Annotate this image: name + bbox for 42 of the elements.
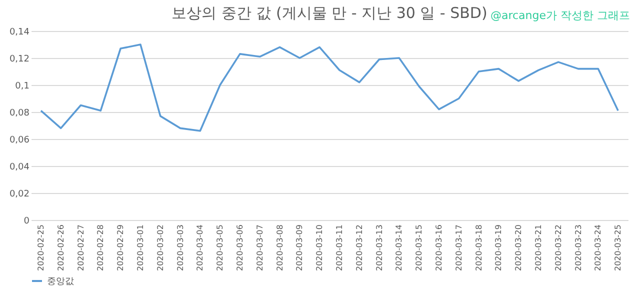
x-tick-label: 2020-03-17 <box>454 224 464 271</box>
x-tick-label: 2020-03-06 <box>235 224 244 271</box>
x-tick-label: 2020-03-21 <box>534 224 543 271</box>
y-tick-label: 0,12 <box>9 54 30 64</box>
x-tick-label: 2020-03-03 <box>176 224 185 271</box>
x-tick-label: 2020-03-14 <box>394 224 404 271</box>
x-tick-label: 2020-03-05 <box>216 224 225 271</box>
x-tick-label: 2020-03-08 <box>275 224 284 271</box>
y-tick-label: 0,06 <box>9 136 30 146</box>
x-tick-label: 2020-03-20 <box>514 224 524 271</box>
x-tick-label: 2020-03-24 <box>594 224 603 271</box>
x-tick-label: 2020-03-11 <box>334 224 344 271</box>
x-tick-label: 2020-03-04 <box>196 224 205 271</box>
line-series <box>40 44 619 132</box>
y-tick-label: 0,1 <box>15 82 30 92</box>
text: @arcange가 작성한 그래프 <box>490 8 630 23</box>
x-tick-label: 2020-03-23 <box>574 224 583 271</box>
x-tick-label: 2020-03-10 <box>315 224 324 271</box>
chart-title: 보상의 중간 값 (게시물 만 - 지난 30 일 - SBD) <box>172 4 488 22</box>
x-tick-label: 2020-03-16 <box>434 224 444 271</box>
x-tick-label: 2020-03-19 <box>494 224 504 271</box>
x-tick-label: 2020-03-01 <box>136 224 145 271</box>
x-tick-label: 2020-03-15 <box>414 224 424 271</box>
x-tick-label: 2020-03-09 <box>295 224 304 271</box>
x-tick-label: 2020-02-28 <box>96 224 106 271</box>
y-tick-label: 0,08 <box>9 108 30 118</box>
x-tick-label: 2020-03-12 <box>354 224 364 271</box>
x-tick-label: 2020-02-26 <box>56 224 66 271</box>
y-tick-label: 0,02 <box>9 190 30 200</box>
y-tick-label: 0 <box>24 216 30 226</box>
y-tick-label: 0,04 <box>9 162 30 172</box>
x-tick-label: 2020-03-07 <box>255 224 264 271</box>
legend-label: 중앙값 <box>47 277 74 287</box>
y-tick-label: 0,14 <box>9 28 30 38</box>
x-tick-label: 2020-02-27 <box>76 224 86 271</box>
x-tick-label: 2020-03-22 <box>554 224 563 271</box>
x-tick-label: 2020-02-29 <box>116 224 126 271</box>
x-tick-label: 2020-03-02 <box>156 224 165 271</box>
x-tick-label: 2020-03-25 <box>614 224 623 271</box>
x-tick-label: 2020-03-13 <box>374 224 384 271</box>
x-tick-label: 2020-03-18 <box>474 224 484 271</box>
x-tick-label: 2020-02-25 <box>36 224 46 271</box>
